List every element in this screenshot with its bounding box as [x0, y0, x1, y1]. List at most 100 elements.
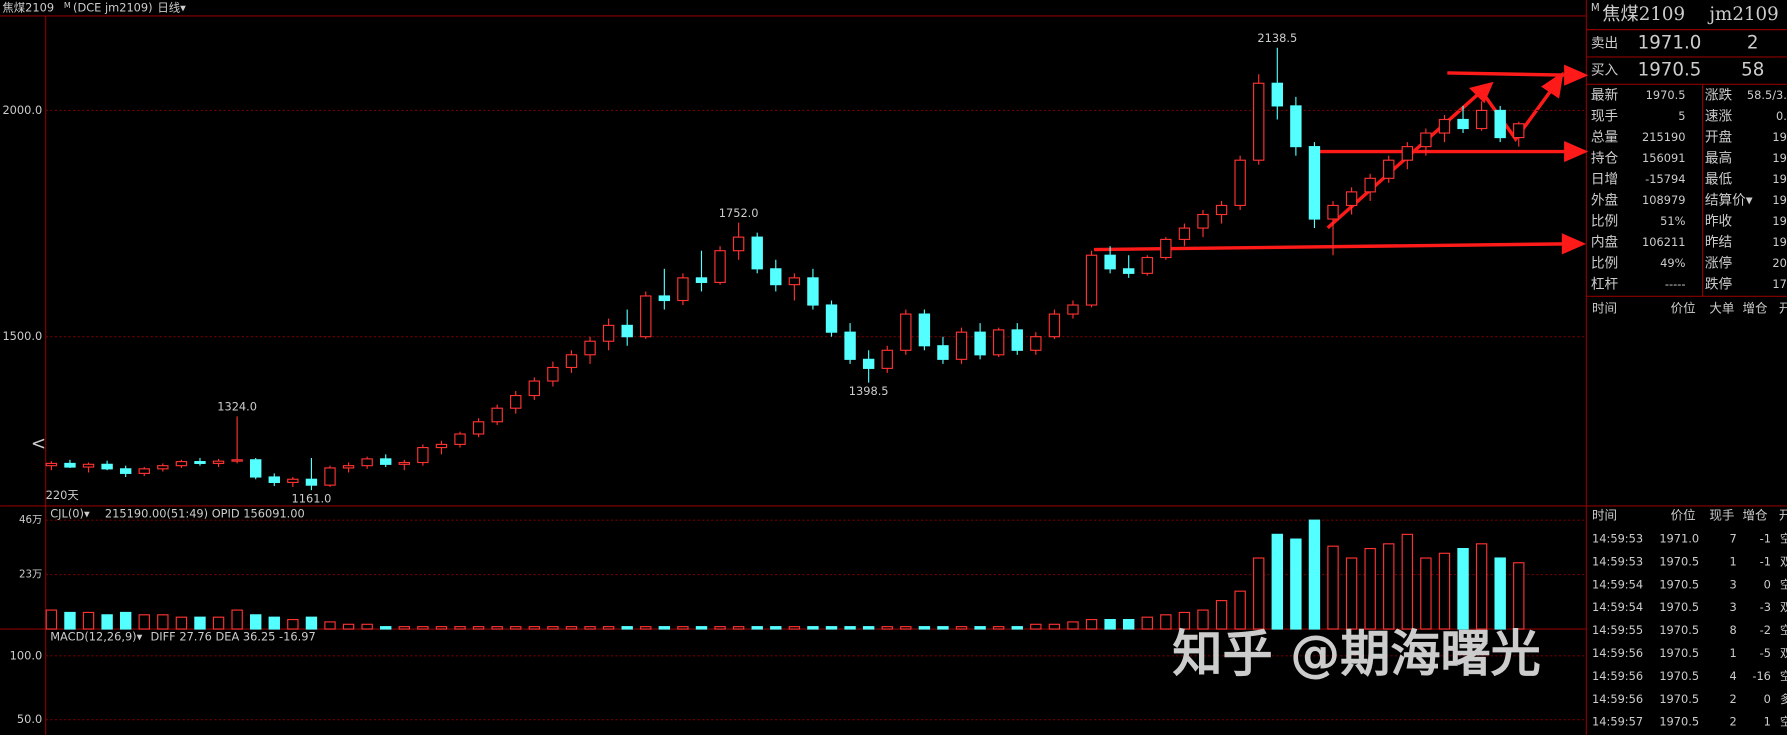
y-tick-label: 2000.0 — [2, 103, 42, 117]
price-annotation: 1161.0 — [292, 492, 332, 506]
quote-label: 最新 — [1591, 88, 1619, 104]
column-header: 增仓 — [1742, 300, 1768, 315]
quote-value: 0. — [1776, 109, 1787, 123]
panel-subtitle: DIFF 27.76 DEA 36.25 -16.97 — [151, 630, 316, 644]
trade-cell: -3 — [1760, 600, 1771, 614]
candle-body — [602, 324, 615, 342]
period-selector[interactable]: 日线▾ — [157, 0, 186, 14]
y-tick-label: 1500.0 — [2, 329, 42, 343]
volume-bar — [1011, 626, 1023, 630]
candle-body — [1420, 132, 1432, 148]
trade-cell: 空 — [1780, 532, 1787, 546]
quote-value: 20 — [1772, 256, 1786, 270]
candle-body — [1345, 191, 1358, 207]
volume-bar — [380, 626, 392, 630]
candle-body — [621, 324, 633, 338]
book-label: 买入 — [1591, 63, 1619, 79]
trade-cell: -1 — [1760, 532, 1771, 546]
volume-bar — [1253, 557, 1265, 630]
trade-cell: 7 — [1730, 532, 1737, 546]
candle-body — [231, 459, 243, 462]
instrument-detail: (DCE jm2109) — [73, 0, 153, 14]
candle-body — [1178, 227, 1191, 240]
candle-body — [435, 443, 448, 449]
trade-cell: -5 — [1760, 646, 1771, 660]
candle-body — [584, 340, 596, 356]
book-label: 卖出 — [1591, 35, 1618, 51]
candle-body — [1048, 313, 1061, 338]
candle-body — [807, 277, 819, 306]
quote-label: 比例 — [1591, 214, 1618, 230]
quote-value: 106211 — [1642, 235, 1685, 249]
quote-badge: M — [1591, 2, 1600, 14]
volume-bar — [677, 626, 689, 630]
column-header: 大单 — [1709, 300, 1734, 315]
panel-title: CJL(0)▾ — [50, 506, 90, 520]
y-tick-label: 23万 — [19, 569, 42, 581]
candle-body — [640, 295, 652, 338]
volume-bar — [1401, 533, 1414, 630]
volume-bar — [454, 626, 466, 630]
trade-cell: 14:59:54 — [1592, 577, 1643, 591]
volume-bar — [770, 626, 782, 630]
quote-label: 开盘 — [1705, 129, 1733, 146]
candle-body — [157, 465, 169, 470]
candle-body — [937, 345, 949, 360]
volume-bar — [547, 626, 559, 630]
volume-bar — [64, 611, 76, 630]
trade-cell: 1 — [1730, 646, 1737, 660]
price-annotation: 1752.0 — [719, 206, 759, 220]
trade-cell: 1970.5 — [1659, 715, 1699, 729]
candle-body — [1438, 118, 1451, 134]
column-header: 时间 — [1592, 508, 1617, 523]
volume-bar — [714, 626, 726, 630]
trade-cell: 双 — [1780, 646, 1787, 660]
column-header: 时间 — [1592, 300, 1617, 315]
trade-cell: 空 — [1780, 715, 1787, 729]
trade-cell: 14:59:56 — [1592, 692, 1643, 706]
candle-body — [1457, 118, 1469, 130]
instrument-title: 焦煤2109 — [2, 0, 54, 14]
trade-cell: 14:59:53 — [1592, 554, 1643, 568]
candle-body — [324, 467, 336, 486]
volume-bar — [1178, 611, 1191, 630]
candle-body — [788, 277, 801, 286]
volume-bar — [138, 614, 150, 630]
candle-body — [194, 461, 206, 464]
candle-body — [770, 268, 782, 286]
candle-body — [1085, 254, 1098, 306]
candle-body — [305, 478, 318, 486]
volume-bar — [287, 618, 299, 630]
candle-body — [751, 236, 763, 270]
volume-bar — [1475, 543, 1488, 630]
trade-cell: 14:59:55 — [1592, 623, 1643, 637]
candle-body — [1513, 123, 1525, 139]
candle-body — [565, 354, 578, 369]
volume-bar — [695, 626, 708, 630]
volume-bar — [82, 611, 95, 630]
collapse-arrow[interactable]: < — [31, 433, 46, 454]
volume-bar — [305, 616, 318, 630]
candle-body — [1197, 213, 1209, 229]
volume-bar — [825, 626, 838, 630]
candle-body — [491, 407, 503, 423]
volume-bar — [1494, 557, 1506, 630]
volume-bar — [398, 626, 410, 630]
volume-bar — [992, 626, 1005, 630]
candle-body — [138, 468, 150, 474]
book-qty: 58 — [1741, 60, 1764, 81]
candle-body — [64, 462, 76, 468]
volume-bar — [918, 626, 931, 630]
volume-bar — [1457, 547, 1469, 630]
volume-bar — [119, 611, 132, 630]
volume-bar — [1308, 519, 1321, 630]
volume-bar — [250, 614, 262, 630]
candle-body — [900, 313, 912, 351]
volume-bar — [1141, 616, 1153, 630]
volume-bar — [565, 626, 578, 630]
quote-label: 最高 — [1705, 150, 1732, 167]
volume-bar — [268, 616, 280, 630]
candle-body — [510, 394, 522, 409]
column-header: 价位 — [1671, 508, 1696, 523]
